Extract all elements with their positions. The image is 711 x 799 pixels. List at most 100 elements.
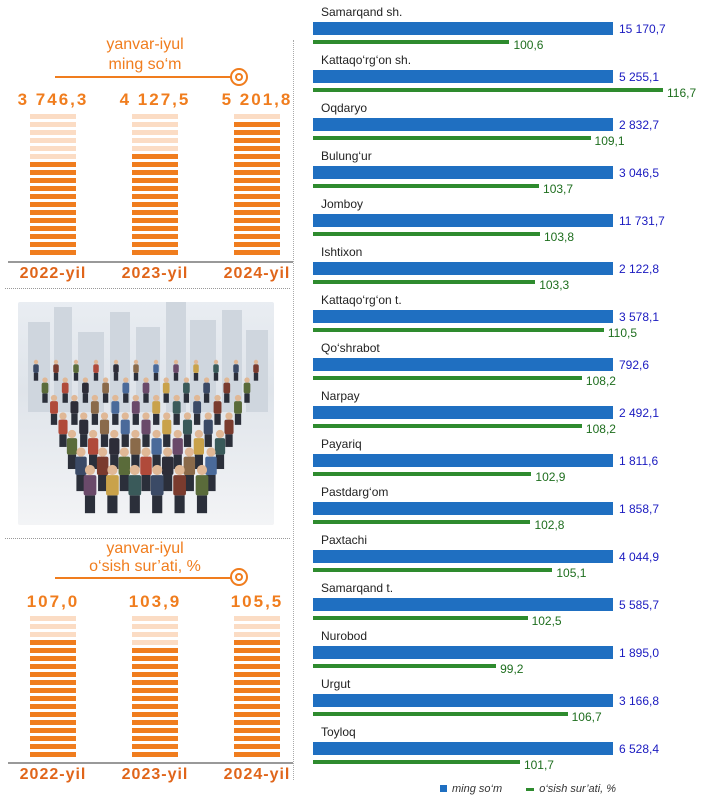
column-year-label: 2022-yil (19, 766, 87, 783)
stripe-filled (234, 178, 280, 183)
stripe-filled (30, 712, 76, 717)
bar-ming-som (313, 406, 613, 419)
stripe-filled (30, 696, 76, 701)
stripe-filled (132, 720, 178, 725)
bar-ming-som-value: 4 044,9 (619, 550, 660, 564)
person-figure (253, 359, 259, 381)
person-figure (83, 464, 97, 514)
column-year-label: 2023-yil (121, 766, 189, 783)
person-figure (213, 394, 222, 425)
column-year-label: 2024-yil (223, 766, 291, 783)
district-label: Payariq (321, 437, 362, 451)
stripe-filled (132, 226, 178, 231)
top-panel-title-line1: yanvar-iyul (106, 36, 184, 53)
stripe-empty (30, 114, 76, 119)
stripe-filled (132, 218, 178, 223)
person-figure (193, 359, 199, 381)
district-label: Bulung‘ur (321, 149, 372, 163)
stripe-filled (234, 736, 280, 741)
chart-legend: ming so‘m o‘sish sur’ati, % (440, 783, 616, 795)
bar-ming-som (313, 694, 613, 707)
person-figure (213, 359, 219, 381)
bottom-panel-title-line1: yanvar-iyul (106, 540, 184, 557)
bar-ming-som (313, 742, 613, 755)
bar-ming-som (313, 310, 613, 323)
stripe-filled (30, 242, 76, 247)
bottom-panel-title-line (55, 577, 235, 579)
stripe-filled (132, 704, 178, 709)
stripe-filled (30, 226, 76, 231)
vertical-separator (293, 40, 294, 780)
bar-osish-surati-value: 103,8 (543, 230, 574, 244)
district-label: Toyloq (321, 725, 356, 739)
bar-ming-som (313, 358, 613, 371)
district-label: Ishtixon (321, 245, 363, 259)
bar-osish-surati-value: 116,7 (667, 86, 697, 100)
person-figure (102, 377, 109, 403)
person-figure (90, 394, 99, 425)
district-label: Jomboy (321, 197, 364, 211)
bar-ming-som-value: 792,6 (619, 358, 650, 372)
bar-ming-som (313, 550, 613, 563)
bar-osish-surati (313, 40, 510, 44)
stripe-empty (132, 616, 178, 621)
stripe-empty (30, 632, 76, 637)
stripe-filled (30, 218, 76, 223)
stripe-empty (132, 122, 178, 127)
bar-osish-surati (313, 376, 582, 380)
stripe-filled (30, 194, 76, 199)
stripe-filled (234, 242, 280, 247)
person-figure (172, 429, 183, 470)
stripe-empty (30, 130, 76, 135)
person-figure (183, 377, 190, 403)
stripe-empty (132, 146, 178, 151)
bar-ming-som-value: 1 858,7 (619, 502, 660, 516)
year-column (132, 615, 178, 760)
stripe-filled (234, 186, 280, 191)
stripe-filled (234, 130, 280, 135)
stripe-filled (234, 170, 280, 175)
stripe-filled (132, 696, 178, 701)
person-figure (142, 377, 150, 403)
bar-osish-surati (313, 88, 663, 92)
stripe-filled (234, 696, 280, 701)
stripe-filled (234, 194, 280, 199)
person-figure (183, 447, 196, 492)
stripe-empty (30, 146, 76, 151)
person-figure (150, 464, 164, 514)
person-figure (131, 394, 140, 425)
stripe-filled (30, 736, 76, 741)
person-figure (96, 447, 109, 492)
bar-osish-surati-value: 102,8 (534, 518, 565, 532)
stripe-filled (132, 170, 178, 175)
person-figure (130, 429, 141, 470)
person-figure (223, 377, 231, 403)
stripe-filled (30, 688, 76, 693)
stripe-filled (132, 162, 178, 167)
bar-ming-som-value: 5 585,7 (619, 598, 660, 612)
stripe-empty (30, 138, 76, 143)
top-panel-title-line (55, 76, 235, 78)
bottom-panel: yanvar-iyul o‘sish sur’ati, % 107,0 2022-… (0, 540, 293, 799)
person-figure (70, 394, 79, 425)
bar-osish-surati-value: 102,9 (535, 470, 566, 484)
stripe-filled (234, 202, 280, 207)
stripe-filled (30, 162, 76, 167)
stripe-filled (132, 656, 178, 661)
stripe-filled (132, 178, 178, 183)
stripe-filled (132, 680, 178, 685)
stripe-filled (234, 720, 280, 725)
target-icon (230, 68, 248, 86)
stripe-empty (30, 624, 76, 629)
district-label: Kattaqo‘rg‘on sh. (321, 53, 412, 67)
stripe-empty (30, 154, 76, 159)
bar-osish-surati-value: 108,2 (585, 422, 616, 436)
bar-osish-surati (313, 280, 536, 284)
person-figure (162, 377, 170, 403)
column-value-label: 3 746,3 (17, 90, 89, 109)
bar-osish-surati (313, 136, 591, 140)
bar-ming-som-value: 2 492,1 (619, 406, 660, 420)
district-label: Pastdarg‘om (321, 485, 389, 499)
bar-ming-som-value: 3 578,1 (619, 310, 660, 324)
bar-osish-surati (313, 520, 531, 524)
